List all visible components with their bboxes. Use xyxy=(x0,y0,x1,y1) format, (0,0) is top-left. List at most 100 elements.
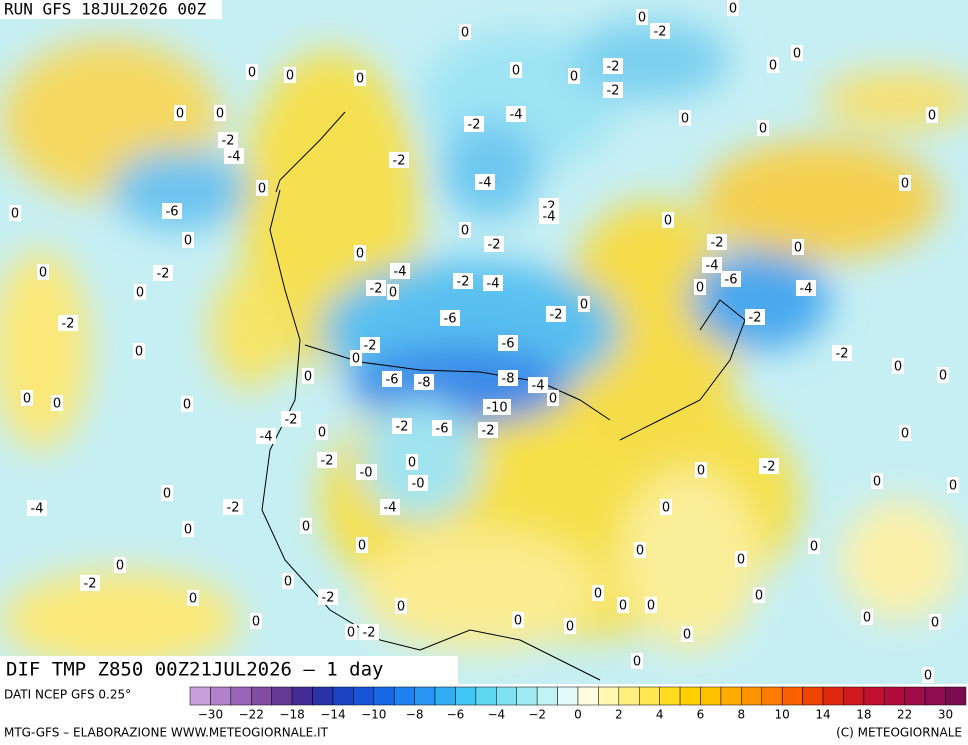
colorbar: −30 −22 −18 −14 −10 −8 −6 −4 −2 0 2 4 6 8 10 14 18 22 30 xyxy=(189,686,967,722)
label-box xyxy=(459,222,471,238)
label-box xyxy=(937,367,949,383)
contour-label: 0 xyxy=(681,112,689,127)
contour-label: 0 xyxy=(549,392,557,407)
colorbar-label: −18 xyxy=(279,708,304,722)
field-blob xyxy=(110,150,250,230)
contour-label: 0 xyxy=(116,559,124,574)
label-box xyxy=(408,475,428,491)
label-box xyxy=(354,245,366,261)
colorbar-swatch xyxy=(720,686,742,706)
label-box xyxy=(512,612,524,628)
colorbar-swatch xyxy=(598,686,620,706)
contour-label: 0 xyxy=(39,266,47,281)
label-box xyxy=(483,399,511,415)
contour-label: 0 xyxy=(461,224,469,239)
contour-label: -2 xyxy=(836,347,849,362)
contour-label: -4 xyxy=(260,430,273,445)
label-box xyxy=(510,62,522,78)
label-box xyxy=(791,45,803,61)
label-box xyxy=(284,67,296,83)
label-box xyxy=(302,368,314,384)
colorbar-swatch xyxy=(393,686,415,706)
contour-label: -2 xyxy=(363,626,376,641)
contour-label: -4 xyxy=(800,282,813,297)
colorbar-label: −4 xyxy=(487,708,505,722)
label-box xyxy=(214,105,226,121)
colorbar-label: 22 xyxy=(897,708,912,722)
label-box xyxy=(317,452,337,468)
label-box xyxy=(681,626,693,642)
label-box xyxy=(218,132,238,148)
label-box xyxy=(27,500,47,516)
label-box xyxy=(382,371,402,387)
contour-label: 0 xyxy=(184,234,192,249)
label-box xyxy=(256,180,268,196)
label-box xyxy=(21,390,33,406)
contour-label: 0 xyxy=(570,70,578,85)
label-box xyxy=(650,23,670,39)
contour-label: -4 xyxy=(228,150,241,165)
contour-label: 0 xyxy=(23,392,31,407)
contour-label: 0 xyxy=(514,614,522,629)
label-box xyxy=(478,422,498,438)
contour-label: 0 xyxy=(163,487,171,502)
contour-label: 0 xyxy=(755,589,763,604)
label-box xyxy=(707,234,727,250)
label-box xyxy=(58,315,78,331)
contour-label: -2 xyxy=(749,311,762,326)
contour-label: -2 xyxy=(157,267,170,282)
contour-label: -6 xyxy=(166,205,179,220)
label-box xyxy=(389,152,409,168)
coast-line xyxy=(619,299,746,441)
contour-label: -10 xyxy=(486,401,507,416)
colorbar-swatch xyxy=(271,686,293,706)
label-box xyxy=(246,64,258,80)
contour-label: 0 xyxy=(931,616,939,631)
label-box xyxy=(735,551,747,567)
contour-label: -4 xyxy=(706,259,719,274)
contour-label: -2 xyxy=(364,339,377,354)
colorbar-swatch xyxy=(863,686,885,706)
colorbar-swatch xyxy=(884,686,905,706)
colorbar-label: 0 xyxy=(574,708,582,722)
border-line xyxy=(275,111,346,193)
label-box xyxy=(484,236,504,252)
contour-label: 0 xyxy=(810,540,818,555)
contour-label: -2 xyxy=(393,154,406,169)
label-box xyxy=(871,473,883,489)
label-box xyxy=(603,82,623,98)
contour-label: 0 xyxy=(11,207,19,222)
label-box xyxy=(702,257,722,273)
label-box xyxy=(694,279,706,295)
label-box xyxy=(539,208,559,224)
colorbar-swatch xyxy=(659,686,681,706)
field-blob xyxy=(210,270,290,390)
label-box xyxy=(316,424,328,440)
contour-label: -2 xyxy=(488,238,501,253)
colorbar-label: 14 xyxy=(815,708,830,722)
contour-label: 0 xyxy=(636,544,644,559)
contour-label: 0 xyxy=(683,628,691,643)
label-box xyxy=(753,587,765,603)
label-box xyxy=(414,374,434,390)
colorbar-swatch xyxy=(536,686,558,706)
contour-label: -2 xyxy=(222,134,235,149)
label-box xyxy=(617,597,629,613)
label-box xyxy=(603,58,623,74)
label-box xyxy=(796,280,816,296)
label-box xyxy=(440,310,460,326)
contour-label: 0 xyxy=(769,59,777,74)
contour-label: -2 xyxy=(84,577,97,592)
contour-label: -2 xyxy=(607,84,620,99)
label-box xyxy=(483,275,503,291)
label-box xyxy=(162,203,182,219)
contour-label: -2 xyxy=(370,282,383,297)
label-box xyxy=(899,175,911,191)
contour-label: -8 xyxy=(502,372,515,387)
contour-label: -2 xyxy=(654,25,667,40)
label-box xyxy=(631,653,643,669)
label-box xyxy=(727,0,739,16)
contour-label: 0 xyxy=(189,592,197,607)
label-box xyxy=(133,343,145,359)
label-box xyxy=(660,499,672,515)
